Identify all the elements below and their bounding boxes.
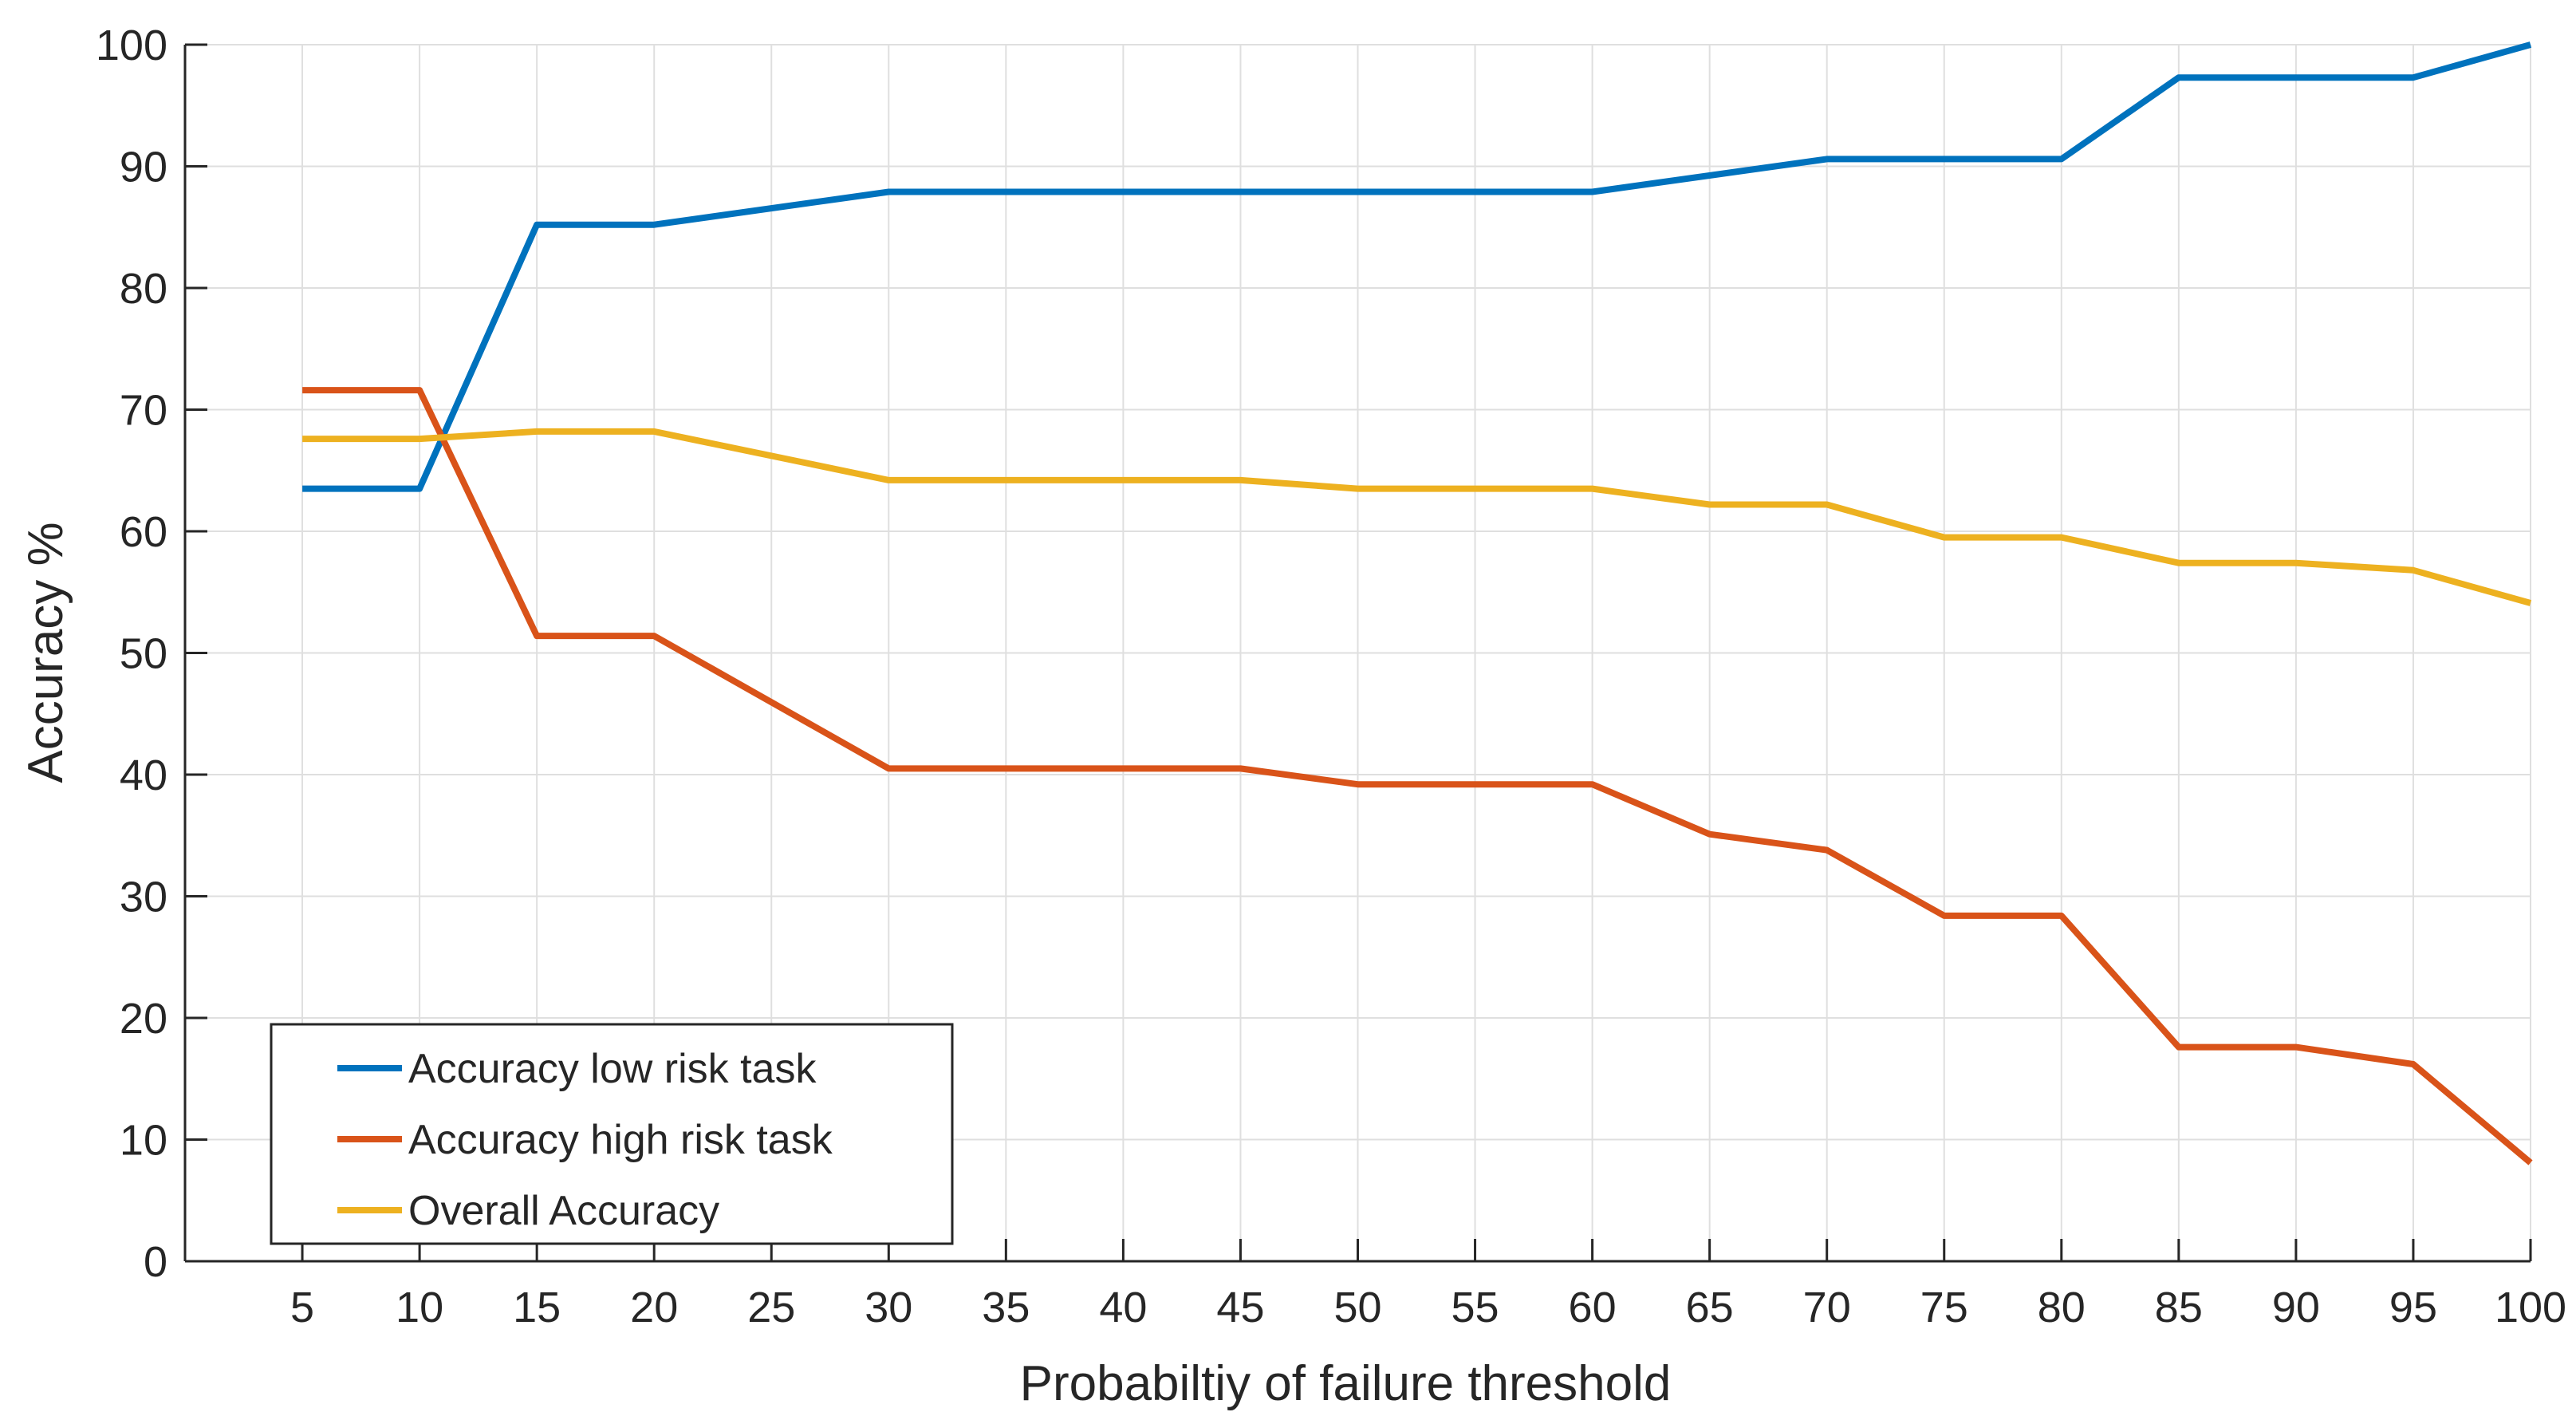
x-tick-label: 25 (747, 1284, 795, 1331)
y-tick-label: 0 (144, 1238, 167, 1286)
legend-label-0: Accuracy low risk task (408, 1046, 817, 1092)
y-tick-label: 100 (96, 22, 167, 69)
x-tick-label: 60 (1569, 1284, 1617, 1331)
series-lines (302, 41, 2533, 1166)
x-tick-label: 30 (865, 1284, 912, 1331)
x-tick-label: 80 (2038, 1284, 2086, 1331)
x-tick-label: 75 (1920, 1284, 1968, 1331)
y-tick-label: 10 (120, 1117, 167, 1165)
x-tick-label: 95 (2389, 1284, 2437, 1331)
y-tick-label: 30 (120, 874, 167, 921)
x-tick-label: 15 (513, 1284, 561, 1331)
x-tick-label: 35 (982, 1284, 1030, 1331)
x-tick-label: 70 (1803, 1284, 1851, 1331)
y-tick-label: 50 (120, 630, 167, 678)
x-tick-label: 40 (1099, 1284, 1147, 1331)
legend-label-2: Overall Accuracy (408, 1188, 719, 1234)
x-tick-label: 10 (396, 1284, 443, 1331)
y-tick-label: 40 (120, 751, 167, 799)
x-tick-label: 55 (1451, 1284, 1499, 1331)
tick-labels: 5 10 15 20 25 30 35 40 45 50 55 60 65 70 75 80 85 90 95 100… (96, 22, 2566, 1331)
legend-label-1: Accuracy high risk task (408, 1117, 833, 1163)
y-tick-label: 70 (120, 387, 167, 435)
y-axis-label: Accuracy % (18, 522, 73, 783)
legend: Accuracy low risk task Accuracy high risk… (270, 1023, 954, 1245)
x-axis-label: Probabiltiy of failure threshold (1020, 1356, 1672, 1411)
series-line-0 (302, 41, 2532, 492)
series-line-2 (302, 428, 2532, 606)
y-tick-label: 60 (120, 508, 167, 556)
gridlines (185, 44, 2531, 1262)
x-tick-label: 85 (2155, 1284, 2203, 1331)
x-tick-label: 5 (290, 1284, 314, 1331)
x-tick-label: 100 (2495, 1284, 2566, 1331)
series-line-1 (302, 387, 2533, 1166)
y-tick-label: 80 (120, 265, 167, 313)
x-tick-label: 65 (1686, 1284, 1734, 1331)
x-tick-label: 20 (630, 1284, 678, 1331)
y-tick-label: 90 (120, 144, 167, 191)
y-tick-label: 20 (120, 995, 167, 1043)
x-tick-label: 45 (1216, 1284, 1264, 1331)
x-tick-label: 90 (2272, 1284, 2320, 1331)
x-tick-label: 50 (1333, 1284, 1381, 1331)
